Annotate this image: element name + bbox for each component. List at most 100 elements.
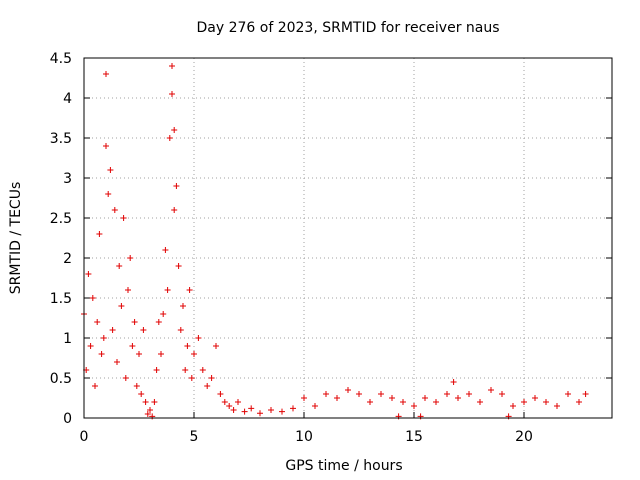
x-tick-label: 0 — [80, 429, 89, 445]
data-point — [188, 375, 195, 381]
data-point — [94, 319, 101, 325]
data-point — [230, 407, 237, 413]
data-point — [100, 335, 107, 341]
data-point — [345, 387, 351, 393]
data-point — [116, 263, 123, 269]
data-point — [173, 183, 180, 189]
data-point — [499, 391, 505, 397]
plot-frame — [83, 57, 613, 419]
data-point — [186, 287, 193, 293]
data-point — [400, 399, 406, 405]
data-point — [411, 403, 417, 409]
data-point — [184, 343, 191, 349]
data-point — [122, 375, 129, 381]
data-points — [81, 63, 589, 420]
data-point — [323, 391, 329, 397]
data-point — [248, 405, 255, 412]
data-point — [175, 263, 182, 269]
data-point — [153, 367, 160, 373]
data-point — [455, 395, 461, 401]
data-point — [182, 367, 189, 373]
data-point — [180, 303, 186, 309]
y-tick-label: 0.5 — [50, 371, 72, 387]
x-tick-label: 15 — [405, 429, 423, 445]
data-point — [107, 167, 114, 173]
data-point — [257, 410, 263, 417]
data-point — [221, 399, 228, 405]
data-point — [114, 359, 120, 365]
data-point — [191, 351, 197, 357]
data-point — [334, 395, 340, 401]
data-point — [204, 383, 211, 389]
data-point — [532, 395, 538, 401]
data-point — [96, 231, 103, 237]
data-point — [301, 395, 307, 401]
y-tick-label: 2.5 — [50, 211, 72, 227]
data-point — [241, 408, 248, 415]
data-point — [235, 399, 241, 405]
data-point — [422, 395, 428, 401]
data-point — [510, 403, 516, 409]
data-point — [160, 311, 167, 317]
data-point — [166, 135, 173, 141]
data-point — [466, 391, 472, 397]
data-point — [164, 287, 171, 293]
data-point — [226, 403, 233, 409]
y-axis-label: SRMTID / TECUs — [8, 182, 24, 295]
data-point — [565, 391, 571, 397]
data-point — [103, 71, 109, 77]
y-tick-label: 4.5 — [50, 51, 72, 67]
data-point — [199, 367, 206, 373]
data-point — [158, 351, 164, 357]
data-point — [389, 395, 395, 401]
data-point — [151, 399, 158, 405]
data-point — [213, 343, 219, 349]
data-point — [105, 191, 112, 197]
x-tick-label: 5 — [190, 429, 199, 445]
y-tick-label: 3 — [63, 171, 72, 187]
data-point — [290, 405, 296, 412]
data-point — [312, 403, 318, 409]
data-point — [268, 407, 274, 413]
data-point — [127, 255, 134, 261]
y-tick-label: 2 — [63, 251, 72, 267]
data-point — [171, 127, 178, 133]
data-point — [576, 399, 582, 405]
x-tick-label: 10 — [295, 429, 313, 445]
data-point — [129, 343, 136, 349]
data-point — [217, 391, 224, 397]
data-point — [450, 379, 457, 385]
data-point — [521, 399, 527, 405]
data-point — [477, 399, 483, 405]
data-point — [142, 399, 149, 405]
data-point — [133, 383, 140, 389]
y-tick-label: 0 — [63, 411, 72, 427]
data-point — [488, 387, 494, 393]
chart-title: Day 276 of 2023, SRMTID for receiver nau… — [196, 20, 499, 36]
data-point — [111, 207, 118, 213]
data-point — [85, 271, 92, 277]
data-point — [356, 391, 362, 397]
data-point — [120, 215, 127, 221]
data-point — [171, 207, 178, 213]
data-point — [208, 375, 215, 381]
data-point — [169, 63, 175, 69]
data-point — [98, 351, 105, 357]
data-point — [92, 383, 98, 389]
data-point — [177, 327, 184, 333]
data-point — [87, 343, 94, 349]
data-point — [582, 391, 589, 397]
data-point — [554, 403, 560, 409]
data-point — [279, 408, 285, 415]
data-point — [169, 91, 175, 97]
x-axis-label: GPS time / hours — [285, 458, 402, 474]
data-point — [140, 327, 147, 333]
x-tick-label: 20 — [515, 429, 533, 445]
data-point — [131, 319, 138, 325]
data-point — [162, 247, 169, 253]
data-point — [155, 319, 162, 325]
data-point — [89, 295, 96, 301]
data-point — [125, 287, 131, 293]
